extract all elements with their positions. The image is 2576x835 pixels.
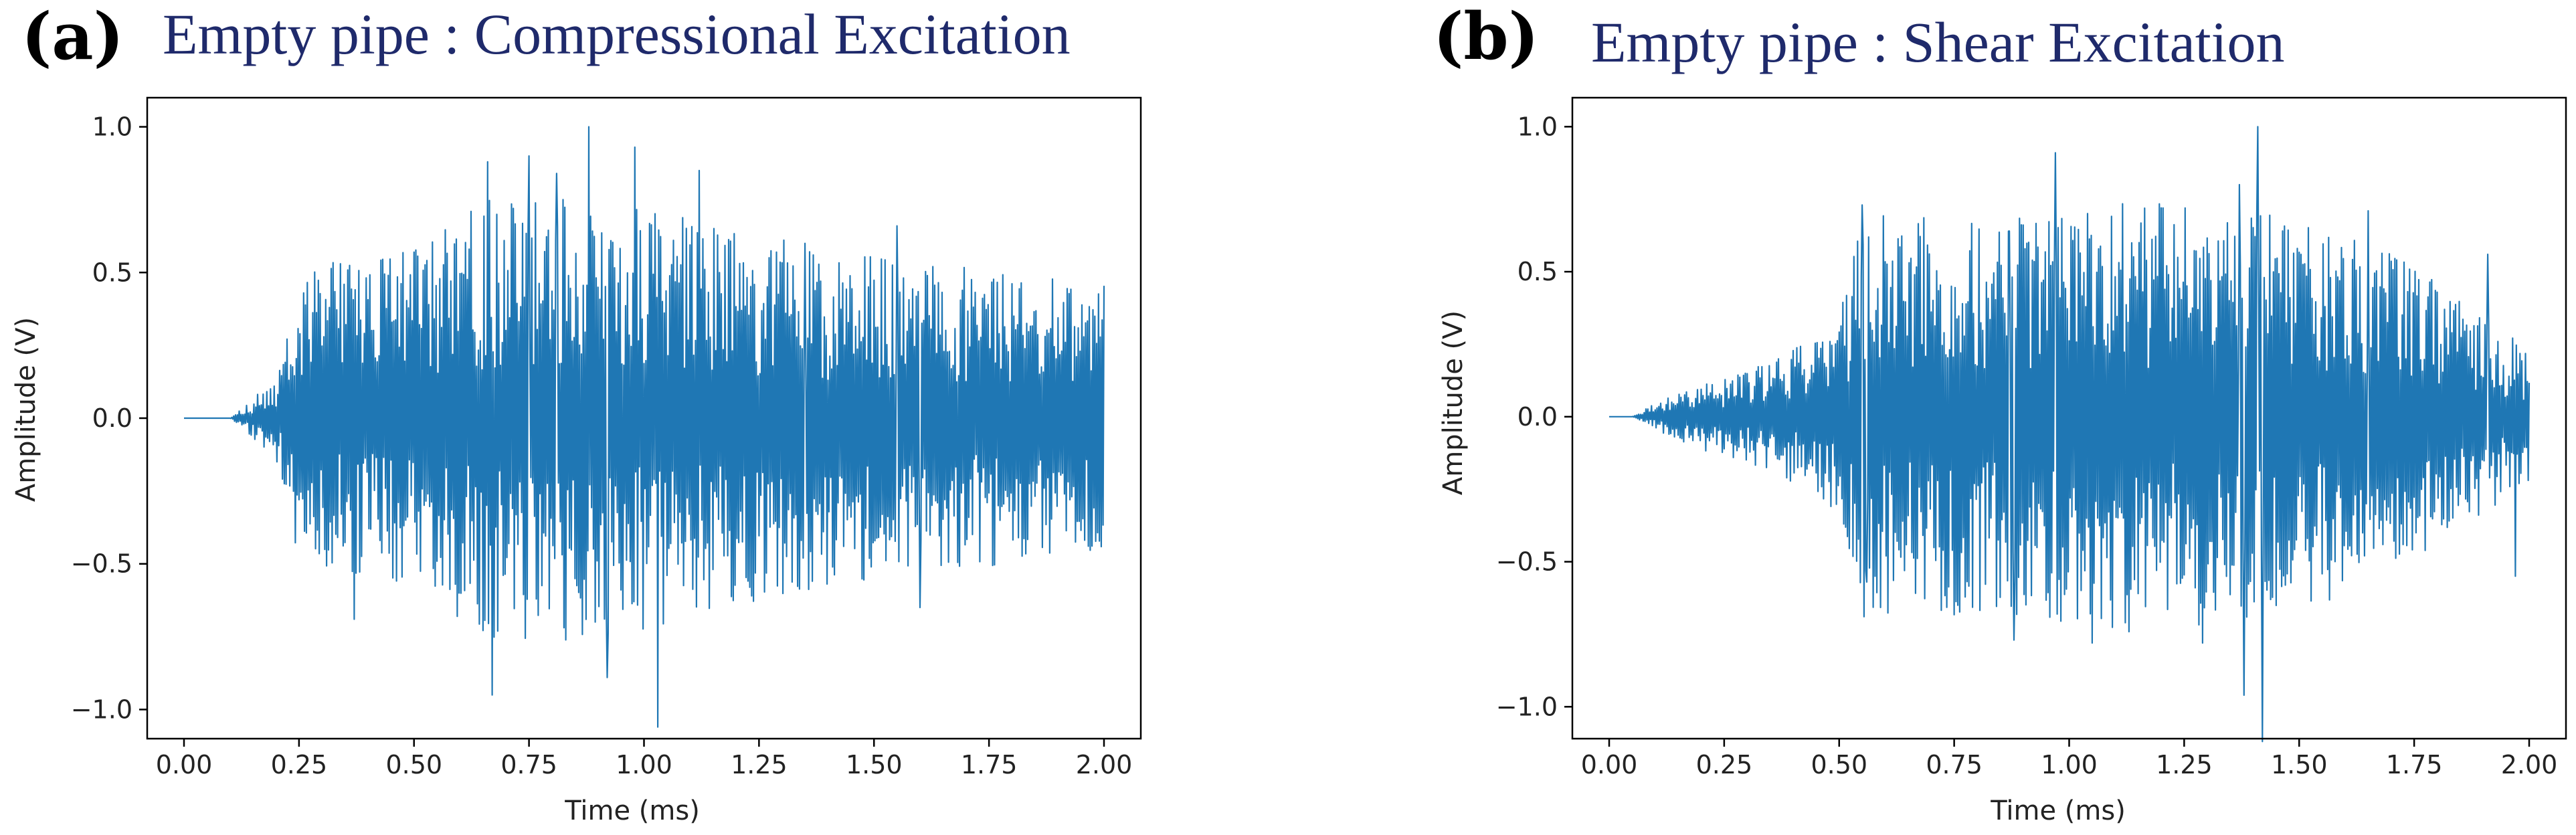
panel-b-x-tick-label: 0.75 bbox=[1926, 750, 1983, 779]
panel-b-signal-line bbox=[1609, 126, 2531, 743]
panel-a-y-tick-label: −1.0 bbox=[71, 694, 132, 724]
panel-a-x-tick-label: 1.00 bbox=[616, 750, 672, 779]
panel-a-x-tick-label: 0.25 bbox=[271, 750, 328, 779]
panel-a-x-tick-label: 0.00 bbox=[156, 750, 213, 779]
panel-a-y-tick-label: 0.5 bbox=[92, 258, 132, 287]
panel-b-x-axis-label: Time (ms) bbox=[1990, 796, 2126, 826]
panel-b-y-axis-label: Amplitude (V) bbox=[1438, 310, 1469, 495]
panel-b-x-tick-label: 1.25 bbox=[2156, 750, 2213, 779]
panel-b-x-tick-label: 2.00 bbox=[2501, 750, 2558, 779]
panel-b-y-tick-label: −0.5 bbox=[1496, 547, 1558, 577]
panel-b-x-tick-label: 0.00 bbox=[1581, 750, 1638, 779]
panel-b-x-tick-label: 1.75 bbox=[2386, 750, 2443, 779]
panel-b-letter: (b) bbox=[1433, 0, 1539, 74]
panel-a: (a) Empty pipe : Compressional Excitatio… bbox=[11, 0, 1142, 826]
panel-b-y-tick-label: 0.5 bbox=[1517, 257, 1558, 286]
panel-a-signal-line bbox=[184, 126, 1105, 728]
panel-a-x-tick-label: 1.75 bbox=[961, 750, 1018, 779]
panel-a-x-tick-label: 0.50 bbox=[385, 750, 442, 779]
panel-b-plot: 0.00 0.25 0.50 0.75 1.00 1.25 1.50 1.75 2.00 1.0 0… bbox=[1496, 96, 2567, 779]
panel-a-x-axis-label: Time (ms) bbox=[564, 796, 700, 826]
panel-b: (b) Empty pipe : Shear Excitation 0.00 0.… bbox=[1433, 0, 2567, 826]
panel-b-y-tick-label: −1.0 bbox=[1496, 692, 1558, 721]
panel-a-y-axis-label: Amplitude (V) bbox=[11, 317, 41, 502]
panel-a-title: Empty pipe : Compressional Excitation bbox=[163, 2, 1071, 66]
panel-a-x-tick-label: 1.50 bbox=[846, 750, 903, 779]
panel-a-letter: (a) bbox=[21, 0, 124, 74]
panel-b-x-tick-label: 1.00 bbox=[2041, 750, 2098, 779]
panel-a-y-tick-label: 0.0 bbox=[92, 403, 132, 433]
panel-a-y-tick-label: −0.5 bbox=[71, 549, 132, 579]
panel-b-x-tick-label: 0.25 bbox=[1696, 750, 1753, 779]
panel-b-x-tick-label: 0.50 bbox=[1811, 750, 1867, 779]
panel-a-x-tick-label: 0.75 bbox=[500, 750, 557, 779]
panel-b-y-tick-label: 0.0 bbox=[1517, 402, 1558, 432]
panel-b-y-tick-label: 1.0 bbox=[1517, 112, 1558, 141]
panel-a-plot: 0.00 0.25 0.50 0.75 1.00 1.25 1.50 1.75 2.00 1.0 0… bbox=[71, 96, 1142, 779]
panel-a-x-tick-label: 2.00 bbox=[1076, 750, 1133, 779]
panel-b-title: Empty pipe : Shear Excitation bbox=[1591, 10, 2285, 74]
panel-a-y-tick-label: 1.0 bbox=[92, 112, 132, 142]
panel-a-x-tick-label: 1.25 bbox=[731, 750, 788, 779]
panel-b-x-tick-label: 1.50 bbox=[2271, 750, 2328, 779]
